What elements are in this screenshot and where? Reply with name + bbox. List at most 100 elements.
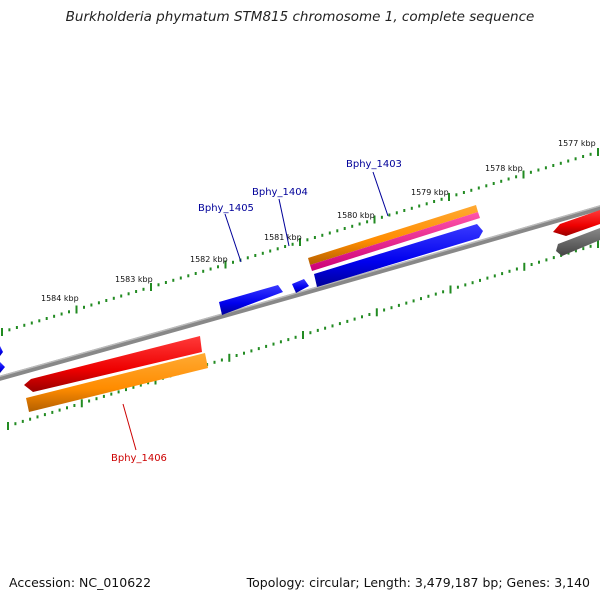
label-Bphy_1403[interactable]: Bphy_1403: [346, 159, 402, 170]
tick-mark-minor: [147, 381, 150, 385]
label-Bphy_1404[interactable]: Bphy_1404: [252, 187, 308, 198]
tick-mark-minor: [440, 197, 443, 201]
tick-mark-minor: [351, 224, 354, 228]
tick-mark-minor: [246, 256, 249, 260]
tick-mark-major: [449, 285, 452, 294]
gene-Bphy_1404[interactable]: [292, 279, 309, 293]
tick-mark-major: [150, 283, 152, 291]
tick-mark-minor: [507, 177, 510, 181]
feature-blue-left-b[interactable]: [0, 362, 5, 373]
tick-mark-minor: [272, 342, 275, 346]
gene-Bphy_1403[interactable]: [314, 224, 483, 287]
tick-mark-minor: [331, 324, 334, 328]
tick-mark-minor: [560, 253, 563, 257]
tick-mark-minor: [14, 422, 17, 426]
tick-mark-minor: [455, 193, 458, 197]
tick-mark-minor: [235, 354, 238, 357]
tick-mark-minor: [559, 161, 562, 165]
tick-mark-major: [299, 238, 301, 246]
tick-mark-minor: [321, 233, 324, 237]
tick-mark-minor: [90, 303, 93, 307]
tick-mark-minor: [515, 175, 518, 179]
feature-orange-1406[interactable]: [26, 353, 208, 412]
tick-mark-major: [80, 399, 83, 408]
feature-gray-right[interactable]: [556, 228, 600, 256]
tick-mark-minor: [313, 236, 316, 239]
tick-mark-minor: [368, 313, 371, 316]
leader-Bphy_1403: [372, 171, 389, 217]
tick-mark-minor: [276, 247, 279, 251]
tick-mark-minor: [395, 211, 398, 215]
tick-mark-minor: [567, 159, 570, 163]
tick-row-outer: [1, 148, 599, 336]
tick-mark-minor: [343, 227, 346, 230]
feature-blue-left-a[interactable]: [0, 346, 3, 356]
sequence-backbone-highlight: [0, 205, 600, 378]
tick-label-1583: 1583 kbp: [115, 275, 153, 284]
label-Bphy_1406[interactable]: Bphy_1406: [111, 453, 167, 464]
tick-mark-minor: [53, 314, 56, 318]
tick-mark-minor: [574, 249, 577, 253]
tick-mark-minor: [358, 222, 361, 226]
tick-mark-major: [448, 193, 450, 201]
tick-mark-minor: [68, 310, 70, 314]
tick-mark-minor: [582, 247, 585, 251]
label-Bphy_1405[interactable]: Bphy_1405: [198, 203, 254, 214]
tick-mark-minor: [425, 202, 428, 206]
tick-label-1578: 1578 kbp: [485, 164, 523, 173]
tick-mark-minor: [434, 292, 437, 296]
map-title: Burkholderia phymatum STM815 chromosome …: [65, 9, 535, 25]
feature-orange-1403[interactable]: [308, 205, 478, 265]
tick-label-1579: 1579 kbp: [411, 188, 449, 197]
tick-mark-minor: [485, 184, 488, 188]
tick-mark-minor: [537, 168, 540, 172]
tick-mark-major: [75, 305, 78, 314]
tick-mark-minor: [388, 213, 391, 217]
tick-mark-minor: [462, 191, 465, 194]
tick-mark-minor: [544, 166, 547, 170]
tick-mark-minor: [139, 383, 142, 387]
tick-mark-major: [373, 215, 376, 224]
tick-mark-minor: [217, 265, 219, 269]
accession-text: Accession: NC_010622: [9, 575, 152, 590]
tick-label-1581: 1581 kbp: [264, 233, 302, 242]
tick-mark-minor: [66, 406, 68, 410]
feature-pink-1403[interactable]: [310, 212, 480, 271]
tick-mark-minor: [261, 251, 264, 255]
tick-mark-minor: [110, 392, 113, 396]
tick-mark-major: [228, 353, 231, 362]
tick-mark-minor: [383, 308, 386, 312]
tick-mark-minor: [51, 410, 54, 414]
tick-mark-minor: [112, 296, 115, 300]
tick-mark-minor: [433, 200, 436, 203]
tick-mark-minor: [279, 340, 282, 344]
tick-mark-major: [597, 148, 599, 156]
tick-mark-major: [522, 170, 525, 179]
tick-mark-minor: [552, 256, 555, 260]
tick-mark-minor: [43, 413, 46, 417]
tick-mark-minor: [172, 278, 175, 282]
tick-mark-minor: [464, 283, 467, 287]
gene-Bphy_1405[interactable]: [219, 285, 283, 315]
tick-mark-minor: [127, 292, 130, 296]
tick-mark-minor: [45, 317, 48, 320]
tick-mark-minor: [254, 254, 257, 257]
tick-mark-minor: [403, 209, 406, 212]
tick-mark-minor: [38, 319, 41, 323]
tick-mark-major: [597, 240, 599, 248]
gene-Bphy_1406[interactable]: [24, 336, 202, 392]
tick-label-1577: 1577 kbp: [558, 139, 596, 148]
feature-red-right[interactable]: [553, 210, 600, 236]
tick-mark-minor: [291, 242, 294, 246]
tick-mark-minor: [95, 397, 98, 401]
tick-mark-minor: [471, 281, 474, 285]
tick-mark-minor: [529, 170, 532, 174]
tick-mark-minor: [470, 188, 473, 192]
tick-mark-minor: [250, 349, 253, 353]
tick-mark-minor: [582, 155, 585, 158]
tick-mark-minor: [336, 229, 339, 233]
tick-mark-major: [7, 422, 9, 430]
tick-mark-minor: [493, 274, 496, 278]
sequence-backbone: [0, 205, 600, 381]
